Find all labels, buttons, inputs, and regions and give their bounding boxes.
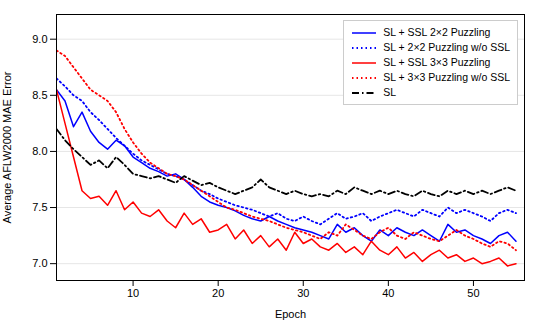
svg-text:Average AFLW2000 MAE Error: Average AFLW2000 MAE Error <box>1 71 13 223</box>
svg-text:40: 40 <box>382 287 394 299</box>
svg-text:20: 20 <box>212 287 224 299</box>
svg-text:10: 10 <box>127 287 139 299</box>
svg-text:9.0: 9.0 <box>32 33 47 45</box>
svg-text:8.5: 8.5 <box>32 89 47 101</box>
html-text:SL + SSL 2×2 Puzzling: SL + SSL 2×2 Puzzling <box>383 26 491 38</box>
svg-text:7.5: 7.5 <box>32 201 47 213</box>
html-text:SL: SL <box>383 86 396 98</box>
svg-text:Epoch: Epoch <box>275 308 306 320</box>
svg-text:30: 30 <box>297 287 309 299</box>
html-text:SL + 3×3 Puzzling w/o SSL: SL + 3×3 Puzzling w/o SSL <box>383 71 510 83</box>
svg-text:8.0: 8.0 <box>32 145 47 157</box>
html-text:SL + SSL 3×3 Puzzling: SL + SSL 3×3 Puzzling <box>383 56 491 68</box>
svg-text:50: 50 <box>467 287 479 299</box>
svg-text:7.0: 7.0 <box>32 257 47 269</box>
html-text:SL + 2×2 Puzzling w/o SSL: SL + 2×2 Puzzling w/o SSL <box>383 41 510 53</box>
